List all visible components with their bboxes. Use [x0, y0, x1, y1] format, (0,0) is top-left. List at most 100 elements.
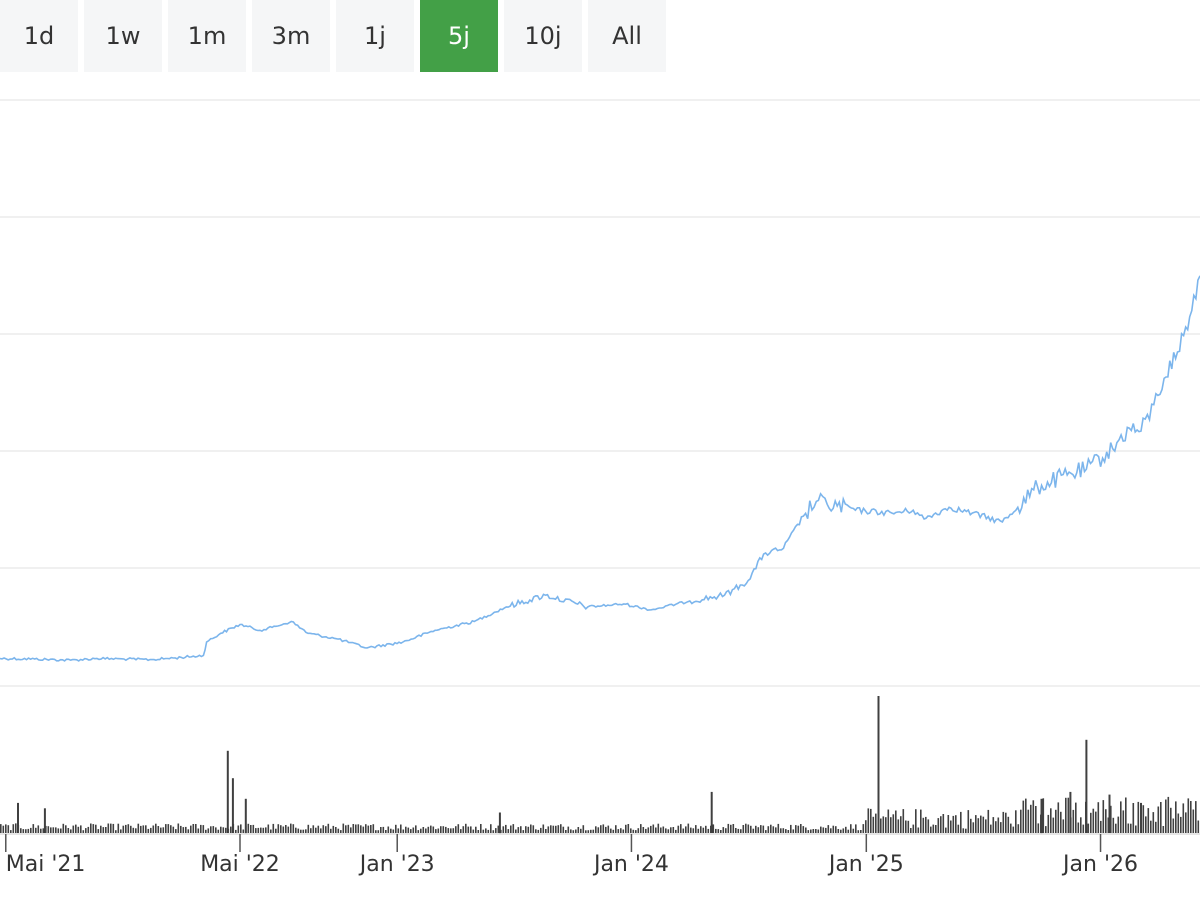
volume-bar [407, 827, 410, 833]
volume-bar [437, 828, 440, 833]
volume-bar [1077, 822, 1080, 833]
volume-bar [490, 824, 492, 833]
volume-bar [337, 828, 340, 833]
volume-bar [1062, 819, 1065, 833]
volume-bar [330, 828, 332, 833]
volume-bar [937, 818, 940, 833]
price-chart[interactable]: Mai '21 Mai '22 Jan '23 Jan '24 Jan '25 Jan '… [0, 72, 1200, 900]
volume-bar [87, 826, 90, 833]
volume-bar [270, 829, 272, 833]
volume-bar [792, 829, 795, 833]
volume-bar [30, 827, 32, 833]
volume-bar [1100, 820, 1102, 833]
volume-bar [705, 825, 707, 833]
volume-bar [1015, 810, 1017, 833]
volume-bar [340, 830, 342, 833]
volume-bar [422, 827, 425, 833]
range-button-10j[interactable]: 10j [504, 0, 582, 72]
volume-bar [622, 829, 625, 833]
volume-bar [812, 829, 815, 833]
volume-bar [685, 826, 687, 833]
volume-bar [967, 810, 970, 833]
volume-bar [80, 825, 82, 833]
volume-bar [212, 826, 215, 833]
volume-bar [727, 823, 730, 833]
range-button-1w[interactable]: 1w [84, 0, 162, 72]
volume-bar [955, 815, 957, 833]
volume-bar [850, 824, 852, 833]
volume-bar [420, 828, 422, 833]
volume-bar [1045, 826, 1047, 833]
volume-bar [350, 827, 352, 833]
volume-bar [1152, 812, 1155, 833]
volume-bar [905, 820, 907, 833]
range-button-1m[interactable]: 1m [168, 0, 246, 72]
volume-spike [1108, 794, 1111, 833]
volume-bar [207, 828, 210, 833]
volume-bar [477, 830, 480, 833]
volume-bar [525, 826, 527, 833]
volume-bar [720, 830, 722, 833]
volume-bar [777, 823, 780, 833]
volume-bar [640, 824, 642, 833]
volume-bar [375, 830, 377, 833]
volume-bar [862, 824, 865, 833]
volume-bar [702, 827, 705, 833]
volume-bar [645, 828, 647, 833]
volume-bar [840, 829, 842, 833]
volume-bar [1182, 803, 1185, 833]
volume-bar [72, 825, 75, 833]
volume-bar [1172, 818, 1175, 833]
volume-bar [170, 825, 172, 833]
volume-bar [570, 829, 572, 833]
volume-bar [762, 825, 765, 833]
volume-bar [85, 828, 87, 833]
volume-bar [1005, 812, 1007, 833]
volume-bar [142, 825, 145, 833]
volume-bar [660, 827, 662, 833]
price-line [0, 275, 1200, 662]
range-button-all[interactable]: All [588, 0, 666, 72]
volume-bar [892, 814, 895, 833]
volume-bar [257, 827, 260, 833]
range-button-5j[interactable]: 5j [420, 0, 498, 72]
volume-bar [277, 824, 280, 833]
volume-bar [110, 823, 112, 833]
volume-bar [1170, 807, 1172, 833]
volume-bar [462, 826, 465, 833]
volume-bar [367, 825, 370, 833]
volume-bar [852, 828, 855, 833]
volume-bar [977, 818, 980, 833]
volume-bar [602, 824, 605, 833]
volume-bar [335, 827, 337, 833]
volume-bar [575, 829, 577, 833]
volume-bar [722, 827, 725, 833]
range-button-1j[interactable]: 1j [336, 0, 414, 72]
volume-bar [890, 817, 892, 833]
volume-bar [1105, 809, 1107, 833]
volume-bar [252, 824, 255, 833]
volume-bar [65, 825, 67, 833]
volume-bar [1112, 817, 1115, 833]
volume-bar [275, 828, 277, 833]
volume-spike [17, 802, 19, 833]
volume-bar [600, 825, 602, 833]
volume-bar [440, 826, 442, 833]
volume-bar [1095, 811, 1097, 833]
range-button-3m[interactable]: 3m [252, 0, 330, 72]
volume-bar [870, 808, 872, 833]
range-button-1d[interactable]: 1d [0, 0, 78, 72]
volume-bar [737, 828, 740, 833]
volume-bar [37, 825, 40, 833]
volume-bar [697, 828, 700, 833]
volume-bar [887, 809, 890, 833]
volume-bar [200, 824, 202, 833]
volume-bar [205, 829, 207, 833]
volume-bar [1102, 800, 1105, 833]
volume-bar [150, 827, 152, 833]
volume-bar [687, 823, 690, 833]
volume-bar [907, 820, 910, 833]
x-tick-label: Mai '21 [6, 852, 86, 877]
volume-bar [215, 827, 217, 833]
volume-bar [730, 824, 732, 833]
